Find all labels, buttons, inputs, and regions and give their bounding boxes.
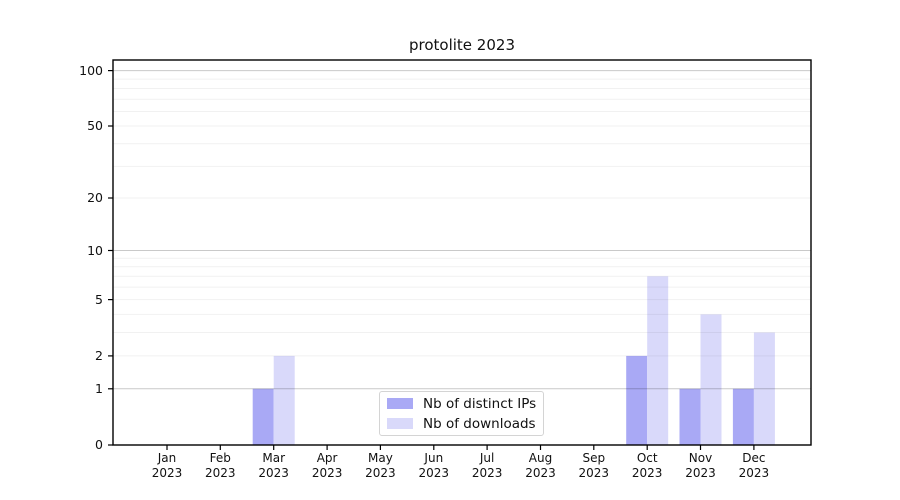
y-tick-label-0: 0 bbox=[95, 437, 103, 452]
legend-label-distinct-ips: Nb of distinct IPs bbox=[423, 395, 537, 412]
legend: Nb of distinct IPs Nb of downloads bbox=[379, 391, 544, 436]
bar-distinct-ips-mar bbox=[252, 388, 274, 445]
y-tick-label-20: 20 bbox=[87, 190, 103, 205]
x-tick-label-jul: Jul 2023 bbox=[459, 451, 515, 481]
x-tick-label-may: May 2023 bbox=[352, 451, 408, 481]
x-tick-label-oct: Oct 2023 bbox=[619, 451, 675, 481]
x-tick-year-label: 2023 bbox=[258, 466, 289, 480]
y-tick-label-2: 2 bbox=[95, 347, 103, 363]
chart-title: protolite 2023 bbox=[409, 36, 515, 54]
bar-downloads-nov bbox=[700, 314, 722, 445]
x-tick-year-label: 2023 bbox=[365, 466, 396, 480]
x-tick-year-label: 2023 bbox=[685, 466, 716, 480]
x-tick-year-label: 2023 bbox=[418, 466, 450, 480]
x-tick-label-jun: Jun 2023 bbox=[406, 451, 462, 481]
legend-swatch-distinct-ips-icon bbox=[387, 398, 413, 409]
x-tick-year-label: 2023 bbox=[471, 466, 503, 480]
x-tick-year-label: 2023 bbox=[151, 466, 183, 480]
legend-row-downloads: Nb of downloads bbox=[387, 415, 543, 432]
bar-distinct-ips-dec bbox=[732, 388, 754, 445]
bar-distinct-ips-nov bbox=[679, 388, 701, 445]
legend-label-downloads: Nb of downloads bbox=[423, 415, 536, 432]
y-tick-label-5: 5 bbox=[95, 291, 103, 307]
x-tick-label-mar: Mar 2023 bbox=[246, 451, 302, 481]
plot-border bbox=[112, 59, 812, 446]
bar-downloads-oct bbox=[647, 276, 669, 445]
x-tick-year-label: 2023 bbox=[311, 466, 343, 480]
x-tick-year-label: 2023 bbox=[525, 466, 556, 480]
x-tick-year-label: 2023 bbox=[205, 466, 236, 480]
x-tick-year-label: 2023 bbox=[578, 466, 610, 480]
y-tick-label-1: 1 bbox=[95, 380, 103, 396]
x-tick-label-jan: Jan 2023 bbox=[139, 451, 195, 481]
x-tick-year-label: 2023 bbox=[738, 466, 770, 480]
x-tick-label-dec: Dec 2023 bbox=[726, 451, 782, 481]
x-tick-label-apr: Apr 2023 bbox=[299, 451, 355, 481]
x-tick-label-aug: Aug 2023 bbox=[513, 451, 569, 481]
x-tick-label-feb: Feb 2023 bbox=[192, 451, 248, 481]
legend-row-distinct-ips: Nb of distinct IPs bbox=[387, 395, 543, 412]
y-tick-label-50: 50 bbox=[87, 118, 103, 133]
x-tick-year-label: 2023 bbox=[631, 466, 663, 480]
bar-downloads-dec bbox=[753, 332, 775, 445]
y-tick-label-100: 100 bbox=[79, 62, 103, 78]
legend-swatch-downloads-icon bbox=[387, 418, 413, 429]
x-tick-label-nov: Nov 2023 bbox=[673, 451, 729, 481]
bar-distinct-ips-oct bbox=[626, 355, 648, 445]
y-tick-label-10: 10 bbox=[87, 242, 103, 258]
bar-downloads-mar bbox=[273, 355, 295, 445]
x-tick-label-sep: Sep 2023 bbox=[566, 451, 622, 481]
